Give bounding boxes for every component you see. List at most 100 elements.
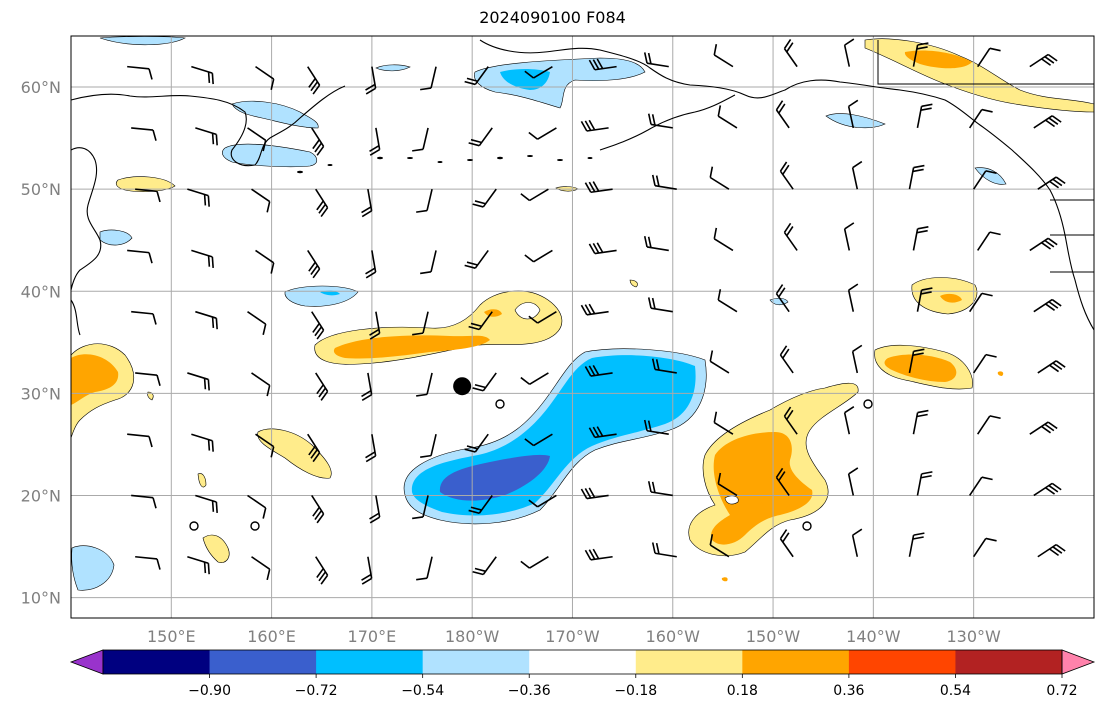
wind-barb: [369, 311, 381, 340]
wind-barb: [717, 472, 738, 497]
colorbar-segment: [529, 650, 637, 674]
wind-barb: [968, 476, 993, 496]
wind-barb: [412, 311, 429, 336]
colorbar-tick-label: −0.36: [508, 683, 551, 699]
longitude-labels: 150°E 160°E 170°E 180°W 170°W 160°W 150°W 140°W…: [147, 627, 1001, 646]
wind-barb: [588, 426, 617, 439]
colorbar-segment: [103, 650, 211, 674]
wind-barb: [311, 127, 325, 156]
wind-barb: [468, 311, 493, 331]
wind-barb: [365, 250, 377, 279]
wind-barb: [713, 44, 734, 68]
islands: [189, 399, 873, 531]
colorbar-segment: [955, 650, 1063, 674]
wind-barb: [709, 534, 730, 558]
wind-barb: [717, 289, 738, 313]
latitude-label: 40°N: [21, 282, 61, 301]
wind-barb: [912, 42, 929, 67]
wind-barb: [843, 38, 855, 67]
colorbar-segment: [316, 650, 424, 674]
wind-barb: [251, 188, 271, 213]
wind-barb: [416, 556, 433, 581]
wind-barb: [972, 353, 997, 374]
colorbar-tick-label: −0.18: [614, 683, 657, 699]
wind-barb: [1037, 176, 1066, 190]
wind-barb: [717, 105, 738, 129]
longitude-label: 150°E: [147, 627, 196, 646]
wind-barb: [1037, 360, 1066, 374]
wind-barb: [361, 556, 373, 585]
wind-barb: [1033, 298, 1062, 313]
wind-barb: [643, 419, 669, 436]
storm-center-marker: [453, 377, 472, 396]
colorbar: −0.90 −0.72 −0.54 −0.36 −0.18 0.18 0.36 0.54 0.7…: [69, 649, 1096, 699]
wind-barb: [420, 66, 437, 91]
wind-barb: [464, 249, 489, 269]
wind-barb: [908, 532, 925, 557]
wind-barb: [524, 249, 553, 263]
longitude-label: 170°W: [545, 627, 600, 646]
wind-barb: [131, 494, 157, 509]
longitude-label: 140°W: [846, 627, 901, 646]
wind-barb: [468, 495, 493, 515]
wind-barb: [315, 556, 329, 585]
wind-barb: [779, 161, 794, 190]
wind-barb: [976, 231, 1001, 251]
wind-barb: [472, 372, 497, 392]
colorbar-tick-label: −0.54: [401, 683, 444, 699]
wind-barb: [361, 372, 373, 401]
colorbar-extend-max: [1061, 649, 1096, 675]
wind-barb: [311, 311, 325, 340]
wind-barb: [779, 529, 794, 558]
wind-barb: [131, 310, 157, 325]
wind-barb: [912, 409, 929, 435]
wind-barb: [651, 542, 677, 558]
wind-barb: [412, 495, 429, 520]
wind-barb: [420, 250, 437, 275]
wind-barb: [643, 236, 669, 252]
wind-barb: [520, 188, 549, 202]
wind-barb: [968, 292, 993, 313]
wind-barb: [968, 108, 993, 129]
wind-barb: [843, 222, 855, 251]
wind-barb: [584, 181, 613, 194]
negative-anomaly-core: [439, 454, 550, 501]
wind-barb: [255, 249, 275, 274]
wind-barb: [908, 348, 925, 374]
wind-barb: [520, 556, 549, 569]
wind-barb: [847, 99, 859, 129]
wind-barb: [524, 65, 553, 79]
colorbar-tick-label: 0.72: [1046, 683, 1077, 699]
wind-barb: [187, 188, 210, 207]
colorbar-extend-min: [69, 649, 104, 675]
wind-barb: [588, 242, 617, 255]
wind-barb: [584, 364, 613, 377]
wind-barb: [369, 127, 381, 156]
wind-barb: [851, 528, 863, 557]
colorbar-segment: [422, 650, 530, 674]
latitude-label: 20°N: [21, 486, 61, 505]
wind-barb: [255, 65, 275, 90]
wind-barb: [972, 537, 997, 558]
wind-barb: [1033, 115, 1062, 129]
longitude-label: 160°E: [247, 627, 296, 646]
longitude-label: 150°W: [746, 627, 801, 646]
longitude-label: 160°W: [646, 627, 701, 646]
wind-barb: [588, 58, 617, 71]
wind-barb: [775, 467, 790, 496]
wind-barb: [135, 372, 161, 386]
wind-barb: [912, 226, 929, 251]
wind-barb: [187, 555, 210, 575]
wind-barb: [524, 433, 553, 447]
wind-barb: [647, 113, 673, 129]
colorbar-segment: [635, 650, 743, 674]
map-title: 2024090100 F084: [479, 8, 626, 27]
wind-barb: [847, 467, 859, 496]
wind-barb: [369, 495, 381, 524]
wind-barb: [847, 283, 859, 312]
latitude-label: 10°N: [21, 589, 61, 608]
wind-barb: [135, 555, 161, 570]
wind-barb: [1037, 543, 1066, 558]
wind-barb: [247, 311, 267, 336]
wind-barb: [416, 188, 433, 213]
